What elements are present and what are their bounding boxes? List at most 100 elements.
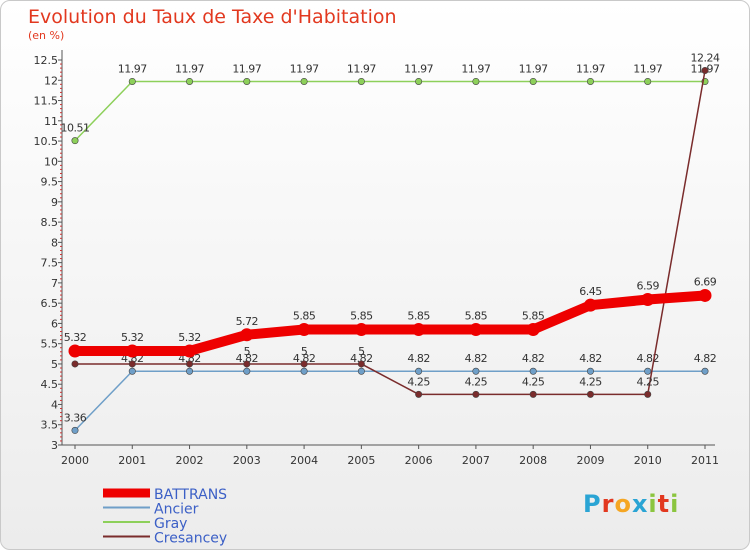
data-point-ancier bbox=[128, 367, 136, 375]
data-point-ancier bbox=[644, 367, 652, 375]
data-label-cresancey: 5 bbox=[358, 345, 365, 358]
x-tick-label: 2006 bbox=[405, 454, 433, 467]
data-label-battrans: 5.85 bbox=[522, 310, 545, 323]
y-tick-label: 6 bbox=[51, 317, 58, 330]
logo-letter: i bbox=[648, 490, 658, 518]
data-point-ancier bbox=[586, 367, 594, 375]
data-point-battrans bbox=[68, 344, 82, 358]
data-label-gray: 11.97 bbox=[175, 62, 204, 75]
data-label-ancier: 4.82 bbox=[579, 352, 602, 365]
y-tick-label: 7 bbox=[51, 277, 58, 290]
data-point-ancier bbox=[472, 367, 480, 375]
data-point-ancier bbox=[300, 367, 308, 375]
data-label-gray: 10.51 bbox=[61, 122, 90, 135]
y-tick-label: 5 bbox=[51, 358, 58, 371]
data-label-ancier: 4.82 bbox=[293, 352, 316, 365]
data-point-cresancey bbox=[415, 390, 423, 398]
y-tick-label: 6.5 bbox=[41, 297, 59, 310]
data-point-battrans bbox=[583, 298, 597, 312]
data-point-cresancey bbox=[186, 360, 194, 368]
data-label-cresancey: 5 bbox=[244, 345, 251, 358]
series-line-gray bbox=[74, 80, 706, 142]
data-point-cresancey bbox=[472, 390, 480, 398]
series-line-battrans bbox=[70, 290, 710, 356]
x-tick-label: 2010 bbox=[634, 454, 662, 467]
y-tick-label: 12 bbox=[44, 74, 58, 87]
data-point-battrans bbox=[183, 344, 197, 358]
data-label-ancier: 4.82 bbox=[236, 352, 259, 365]
data-label-battrans: 5.85 bbox=[407, 310, 430, 323]
data-label-cresancey: 12.24 bbox=[691, 52, 720, 65]
data-point-gray bbox=[529, 77, 537, 85]
data-point-gray bbox=[243, 77, 251, 85]
data-label-gray: 11.97 bbox=[290, 62, 319, 75]
x-tick-label: 2003 bbox=[233, 454, 261, 467]
data-label-gray: 11.97 bbox=[118, 62, 147, 75]
data-point-cresancey bbox=[300, 360, 308, 368]
data-label-gray: 11.97 bbox=[576, 62, 605, 75]
data-label-gray: 11.97 bbox=[232, 62, 261, 75]
data-label-battrans: 5.85 bbox=[293, 310, 316, 323]
y-tick-label: 9 bbox=[51, 196, 58, 209]
x-tick-label: 2001 bbox=[118, 454, 146, 467]
data-point-battrans bbox=[698, 288, 712, 302]
data-point-gray bbox=[644, 77, 652, 85]
data-point-battrans bbox=[526, 323, 540, 336]
data-point-battrans bbox=[469, 323, 483, 336]
x-tick-label: 2011 bbox=[691, 454, 719, 467]
data-point-battrans bbox=[297, 323, 311, 336]
y-tick-label: 4.5 bbox=[41, 378, 59, 391]
data-point-ancier bbox=[701, 367, 709, 375]
y-tick-label: 5.5 bbox=[41, 338, 59, 351]
data-point-cresancey bbox=[701, 67, 709, 75]
data-label-battrans: 6.59 bbox=[636, 280, 659, 293]
data-point-ancier bbox=[415, 367, 423, 375]
data-point-gray bbox=[472, 77, 480, 85]
legend-label-ancier: Ancier bbox=[154, 502, 199, 518]
data-point-gray bbox=[186, 77, 194, 85]
data-point-battrans bbox=[125, 344, 139, 358]
data-point-gray bbox=[357, 77, 365, 85]
data-label-cresancey: 5 bbox=[301, 345, 308, 358]
data-point-ancier bbox=[186, 367, 194, 375]
y-tick-label: 4 bbox=[51, 398, 58, 411]
y-tick-label: 8.5 bbox=[41, 216, 59, 229]
x-tick-label: 2005 bbox=[347, 454, 375, 467]
data-label-ancier: 4.82 bbox=[522, 352, 545, 365]
y-tick-label: 3.5 bbox=[41, 419, 59, 432]
data-label-ancier: 4.82 bbox=[465, 352, 488, 365]
data-point-gray bbox=[71, 137, 79, 145]
x-tick-label: 2009 bbox=[576, 454, 604, 467]
data-label-battrans: 5.85 bbox=[350, 310, 373, 323]
data-point-ancier bbox=[71, 426, 79, 434]
x-tick-label: 2000 bbox=[61, 454, 89, 467]
data-label-ancier: 4.82 bbox=[636, 352, 659, 365]
series-line-ancier bbox=[74, 370, 706, 432]
x-tick-label: 2007 bbox=[462, 454, 490, 467]
data-label-battrans: 5.72 bbox=[236, 315, 259, 328]
y-tick-label: 12.5 bbox=[34, 54, 59, 67]
proxiti-logo: Proxiti bbox=[583, 490, 679, 518]
data-point-cresancey bbox=[71, 360, 79, 368]
y-tick-label: 9.5 bbox=[41, 176, 59, 189]
x-tick-label: 2002 bbox=[176, 454, 204, 467]
data-label-battrans: 6.45 bbox=[579, 285, 602, 298]
y-tick-label: 11.5 bbox=[34, 95, 59, 108]
logo-letter: i bbox=[670, 490, 680, 518]
data-label-battrans: 5.85 bbox=[465, 310, 488, 323]
logo-letter: t bbox=[657, 490, 671, 518]
data-label-gray: 11.97 bbox=[404, 62, 433, 75]
data-label-battrans: 5.32 bbox=[121, 331, 144, 344]
x-tick-label: 2008 bbox=[519, 454, 547, 467]
data-label-cresancey: 4.25 bbox=[579, 375, 602, 388]
data-label-battrans: 5.32 bbox=[64, 331, 87, 344]
logo-letter: x bbox=[631, 490, 649, 518]
data-point-cresancey bbox=[243, 360, 251, 368]
data-label-gray: 11.97 bbox=[519, 62, 548, 75]
data-label-gray: 11.97 bbox=[461, 62, 490, 75]
data-label-cresancey: 4.25 bbox=[636, 375, 659, 388]
data-label-battrans: 5.32 bbox=[178, 331, 201, 344]
logo-letter: o bbox=[614, 490, 632, 518]
